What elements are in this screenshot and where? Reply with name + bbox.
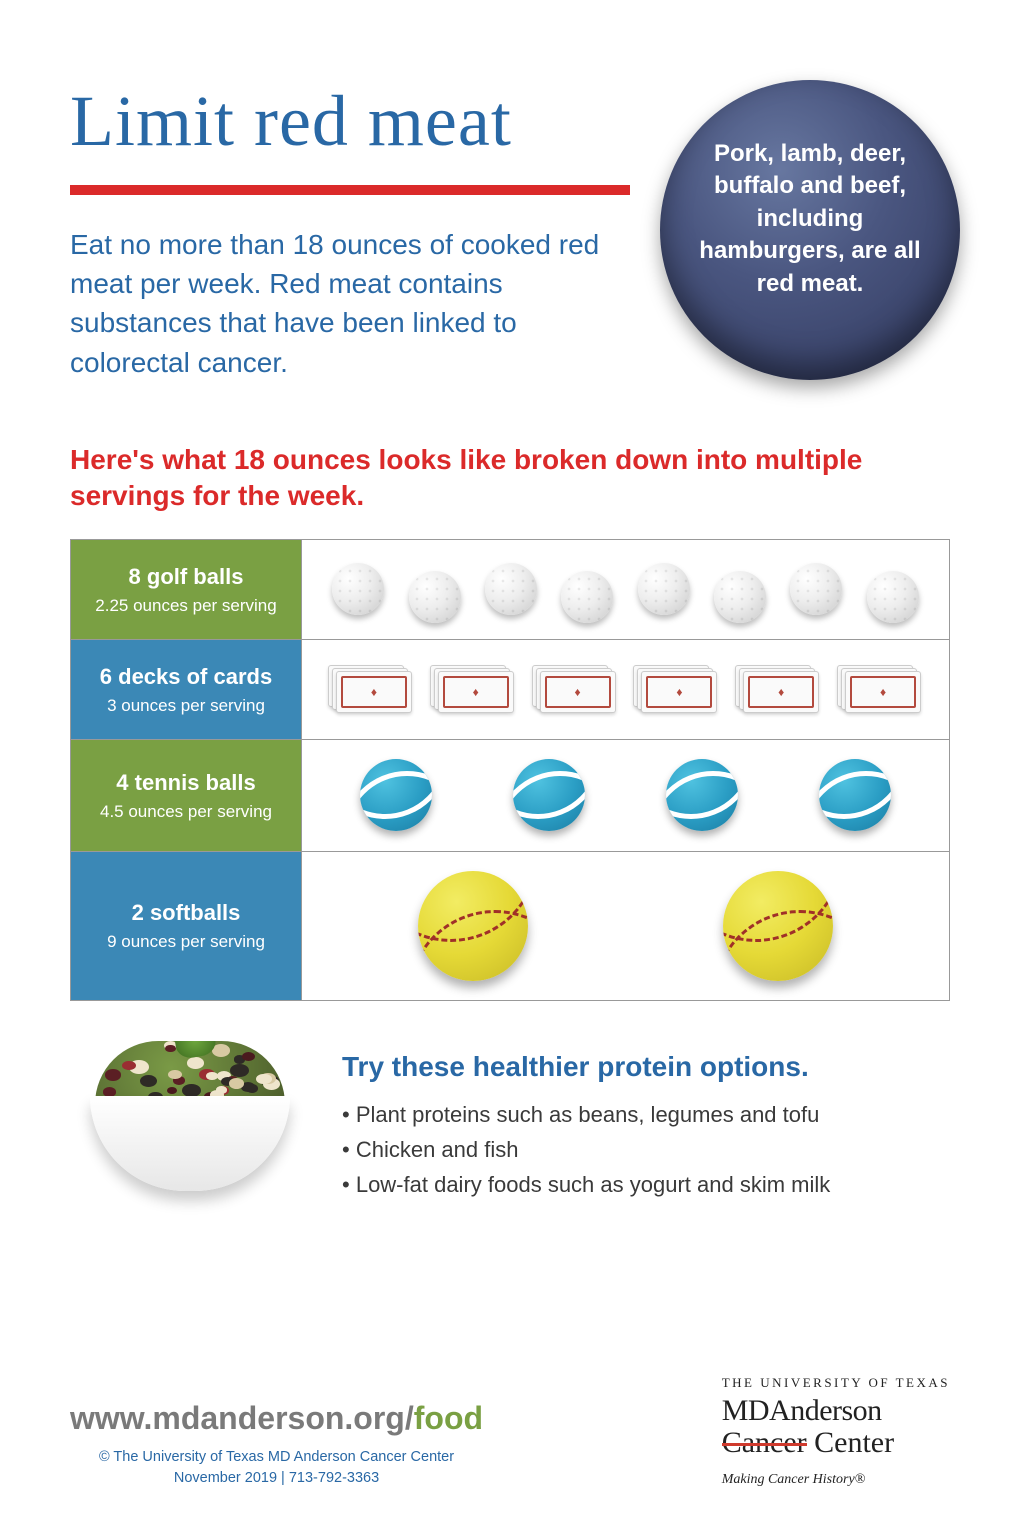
row-title: 8 golf balls bbox=[81, 564, 291, 590]
golf-icon bbox=[332, 563, 384, 615]
callout-bowl: Pork, lamb, deer, buffalo and beef, incl… bbox=[660, 80, 960, 380]
servings-table: 8 golf balls 2.25 ounces per serving 6 dec… bbox=[70, 539, 950, 1001]
mdanderson-logo: THE UNIVERSITY OF TEXAS MDAnderson Cance… bbox=[722, 1375, 950, 1488]
section-headline: Here's what 18 ounces looks like broken … bbox=[70, 442, 950, 515]
footer-copyright: © The University of Texas MD Anderson Ca… bbox=[70, 1447, 483, 1488]
deck-icon: ♦ bbox=[735, 665, 821, 713]
logo-tagline: Making Cancer History® bbox=[722, 1472, 950, 1488]
row-title: 2 softballs bbox=[81, 900, 291, 926]
row-sub: 2.25 ounces per serving bbox=[81, 596, 291, 616]
deck-icon: ♦ bbox=[837, 665, 923, 713]
row-sub: 9 ounces per serving bbox=[81, 932, 291, 952]
deck-icon: ♦ bbox=[430, 665, 516, 713]
table-row: 4 tennis balls 4.5 ounces per serving bbox=[71, 740, 949, 852]
softball-icon bbox=[723, 871, 833, 981]
tennis-icon bbox=[666, 759, 738, 831]
golf-icon bbox=[714, 571, 766, 623]
golf-icon bbox=[790, 563, 842, 615]
row-icons bbox=[301, 740, 949, 851]
row-icons bbox=[301, 852, 949, 1000]
tennis-icon bbox=[819, 759, 891, 831]
row-label: 4 tennis balls 4.5 ounces per serving bbox=[71, 740, 301, 851]
lead-paragraph: Eat no more than 18 ounces of cooked red… bbox=[70, 225, 600, 382]
tennis-icon bbox=[513, 759, 585, 831]
url-base: www.mdanderson.org/ bbox=[70, 1400, 414, 1436]
protein-item: Low-fat dairy foods such as yogurt and s… bbox=[342, 1167, 950, 1202]
footer-url: www.mdanderson.org/food bbox=[70, 1400, 483, 1437]
salad-bowl-image bbox=[70, 1041, 310, 1191]
red-rule bbox=[70, 185, 630, 195]
footer: www.mdanderson.org/food © The University… bbox=[70, 1375, 950, 1488]
protein-title: Try these healthier protein options. bbox=[342, 1051, 950, 1083]
row-title: 4 tennis balls bbox=[81, 770, 291, 796]
deck-icon: ♦ bbox=[328, 665, 414, 713]
golf-icon bbox=[867, 571, 919, 623]
golf-icon bbox=[409, 571, 461, 623]
logo-university: THE UNIVERSITY OF TEXAS bbox=[722, 1375, 950, 1391]
row-title: 6 decks of cards bbox=[81, 664, 291, 690]
row-label: 8 golf balls 2.25 ounces per serving bbox=[71, 540, 301, 639]
table-row: 8 golf balls 2.25 ounces per serving bbox=[71, 540, 949, 640]
row-icons bbox=[301, 540, 949, 639]
deck-icon: ♦ bbox=[633, 665, 719, 713]
golf-icon bbox=[638, 563, 690, 615]
row-sub: 4.5 ounces per serving bbox=[81, 802, 291, 822]
protein-section: Try these healthier protein options. Pla… bbox=[70, 1041, 950, 1203]
row-sub: 3 ounces per serving bbox=[81, 696, 291, 716]
deck-icon: ♦ bbox=[532, 665, 618, 713]
callout-text: Pork, lamb, deer, buffalo and beef, incl… bbox=[690, 138, 930, 300]
row-label: 2 softballs 9 ounces per serving bbox=[71, 852, 301, 1000]
golf-icon bbox=[561, 571, 613, 623]
row-label: 6 decks of cards 3 ounces per serving bbox=[71, 640, 301, 739]
softball-icon bbox=[418, 871, 528, 981]
table-row: 2 softballs 9 ounces per serving bbox=[71, 852, 949, 1000]
table-row: 6 decks of cards3 ounces per serving♦♦♦♦… bbox=[71, 640, 949, 740]
protein-item: Plant proteins such as beans, legumes an… bbox=[342, 1097, 950, 1132]
logo-main: MDAnderson Cancer Center bbox=[722, 1395, 950, 1458]
url-suffix: food bbox=[414, 1400, 483, 1436]
protein-item: Chicken and fish bbox=[342, 1132, 950, 1167]
row-icons: ♦ ♦ ♦ ♦ ♦ ♦ bbox=[301, 640, 949, 739]
golf-icon bbox=[485, 563, 537, 615]
protein-list: Plant proteins such as beans, legumes an… bbox=[342, 1097, 950, 1203]
tennis-icon bbox=[360, 759, 432, 831]
